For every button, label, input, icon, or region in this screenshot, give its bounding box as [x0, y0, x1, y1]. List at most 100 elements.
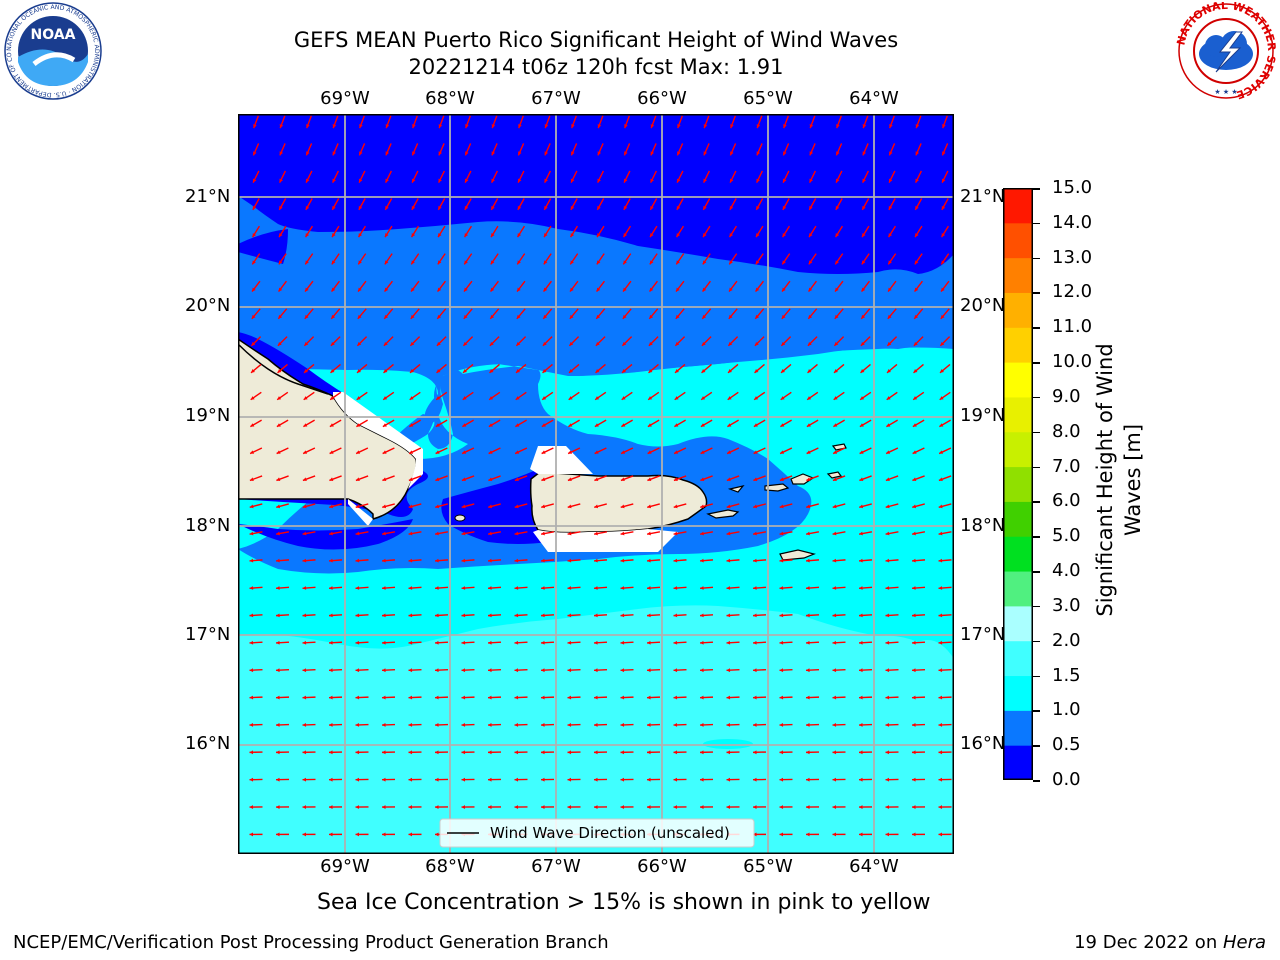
wave-direction-arrow	[489, 363, 500, 374]
wave-direction-arrow	[805, 613, 820, 618]
wave-direction-arrow	[328, 586, 343, 590]
wave-direction-arrow	[306, 115, 312, 129]
map-title: GEFS MEAN Puerto Rico Significant Height…	[293, 28, 899, 52]
colorbar-swatch	[1003, 327, 1033, 363]
wave-direction-arrow	[673, 640, 687, 645]
wave-direction-arrow	[911, 668, 926, 673]
wave-direction-arrow	[540, 668, 555, 673]
wave-direction-arrow	[938, 531, 952, 536]
wave-direction-arrow	[277, 308, 288, 320]
wave-direction-arrow	[622, 280, 632, 292]
wave-direction-arrow	[779, 640, 793, 645]
wave-direction-arrow	[621, 336, 633, 347]
wave-direction-arrow	[408, 695, 422, 700]
wave-direction-arrow	[514, 531, 528, 536]
wave-direction-arrow	[620, 805, 634, 809]
wave-direction-arrow	[276, 447, 289, 455]
wave-direction-arrow	[540, 805, 555, 809]
wave-direction-arrow	[833, 419, 845, 428]
wave-direction-arrow	[278, 280, 287, 292]
wave-direction-arrow	[648, 336, 659, 347]
wave-direction-arrow	[939, 391, 951, 401]
wave-direction-arrow	[384, 198, 393, 211]
wave-direction-arrow	[435, 503, 448, 509]
wave-direction-arrow	[355, 695, 369, 700]
wave-direction-arrow	[779, 613, 793, 618]
wave-direction-arrow	[675, 308, 685, 320]
wave-direction-arrow	[806, 503, 819, 509]
colorbar-tick-mark	[1033, 501, 1040, 503]
wave-direction-arrow	[463, 280, 473, 292]
wave-direction-arrow	[409, 391, 421, 401]
wave-direction-arrow	[596, 280, 605, 292]
wave-direction-arrow	[544, 143, 551, 156]
wave-direction-arrow	[753, 419, 766, 428]
wave-direction-arrow	[938, 695, 952, 700]
wave-direction-arrow	[569, 280, 579, 292]
wave-direction-arrow	[249, 668, 263, 673]
wave-direction-arrow	[489, 308, 500, 320]
wave-direction-arrow	[832, 558, 846, 563]
wave-direction-arrow	[648, 308, 659, 320]
wave-direction-arrow	[832, 695, 846, 700]
wave-direction-arrow	[911, 777, 926, 782]
wave-direction-arrow	[488, 475, 501, 482]
wave-direction-arrow	[779, 750, 793, 755]
wave-direction-arrow	[805, 832, 820, 837]
colorbar-swatch	[1003, 501, 1033, 537]
wave-direction-arrow	[438, 143, 445, 156]
wave-direction-arrow	[435, 391, 448, 401]
wave-direction-arrow	[355, 722, 369, 727]
wave-direction-arrow	[700, 503, 713, 509]
wave-direction-arrow	[303, 336, 315, 347]
wave-direction-arrow	[699, 558, 714, 563]
wave-direction-arrow	[382, 447, 395, 455]
wave-direction-arrow	[461, 722, 475, 727]
wave-direction-arrow	[516, 253, 526, 265]
wave-direction-arrow	[249, 695, 263, 700]
wave-direction-arrow	[567, 777, 581, 782]
wave-direction-arrow	[699, 613, 714, 618]
wave-direction-arrow	[357, 225, 367, 238]
wave-direction-arrow	[329, 419, 342, 428]
wave-direction-arrow	[755, 280, 764, 292]
wave-direction-arrow	[593, 668, 608, 673]
wave-direction-arrow	[541, 419, 554, 428]
nws-logo: NATIONAL WEATHER SERVICE ★ ★ ★	[1174, 0, 1278, 102]
wave-direction-arrow	[753, 391, 766, 401]
wave-direction-arrow	[437, 253, 446, 265]
wave-direction-arrow	[305, 198, 313, 211]
wave-direction-arrow	[914, 280, 923, 292]
wave-direction-arrow	[699, 695, 714, 700]
wave-direction-arrow	[434, 750, 449, 755]
wave-direction-arrow	[355, 503, 369, 509]
wave-direction-arrow	[249, 558, 263, 563]
wave-direction-arrow	[435, 447, 448, 455]
wave-direction-arrow	[622, 225, 632, 238]
wave-direction-arrow	[278, 198, 287, 211]
wave-direction-arrow	[464, 198, 472, 211]
wave-direction-arrow	[752, 722, 767, 727]
wave-direction-arrow	[726, 613, 740, 618]
wave-direction-arrow	[726, 447, 740, 455]
wave-direction-arrow	[911, 558, 926, 563]
wave-direction-arrow	[832, 475, 846, 482]
wave-direction-arrow	[699, 586, 714, 590]
lat-label-right-20n: 20°N	[960, 295, 1006, 316]
wave-direction-arrow	[752, 695, 767, 700]
wave-direction-arrow	[461, 531, 475, 536]
lat-label-left-21n: 21°N	[185, 186, 231, 207]
wave-direction-arrow	[832, 503, 846, 509]
wave-direction-arrow	[805, 695, 820, 700]
wave-direction-arrow	[540, 640, 555, 645]
wave-direction-arrow	[487, 777, 502, 782]
wave-direction-arrow	[434, 805, 449, 809]
colorbar-tick-mark	[1033, 466, 1040, 469]
wave-direction-arrow	[779, 805, 793, 809]
wave-direction-arrow	[806, 391, 819, 401]
wave-direction-arrow	[275, 586, 290, 590]
wave-direction-arrow	[594, 503, 607, 509]
wave-direction-arrow	[595, 363, 606, 374]
wave-direction-arrow	[779, 586, 793, 590]
wave-direction-arrow	[514, 640, 528, 645]
